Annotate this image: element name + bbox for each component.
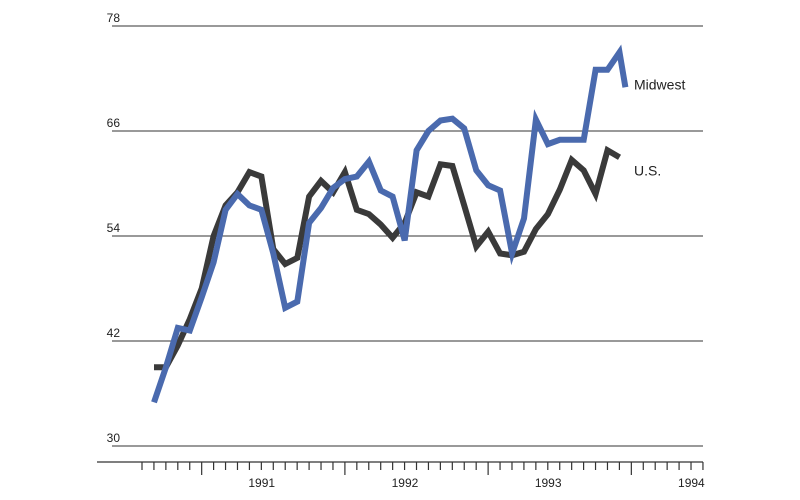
series-line-midwest (151, 44, 629, 404)
x-tick-label: 1991 (248, 476, 275, 490)
series-line-u-s (154, 145, 622, 371)
y-tick-labels: 30 42 54 66 78 (107, 11, 121, 445)
series-lines (151, 44, 629, 404)
series-labels: Midwest U.S. (634, 77, 685, 179)
y-tick-label: 42 (107, 326, 121, 340)
y-tick-label: 54 (107, 221, 121, 235)
x-tick-label: 1992 (392, 476, 419, 490)
y-tick-label: 78 (107, 11, 121, 25)
y-tick-label: 66 (107, 116, 121, 130)
series-label: Midwest (634, 77, 685, 93)
series-label: U.S. (634, 162, 661, 178)
x-tick-labels: 1991 1992 1993 1994 (248, 476, 705, 490)
x-tick-label: 1993 (535, 476, 562, 490)
x-tick-label: 1994 (678, 476, 705, 490)
x-axis (97, 461, 704, 475)
y-tick-label: 30 (107, 431, 121, 445)
